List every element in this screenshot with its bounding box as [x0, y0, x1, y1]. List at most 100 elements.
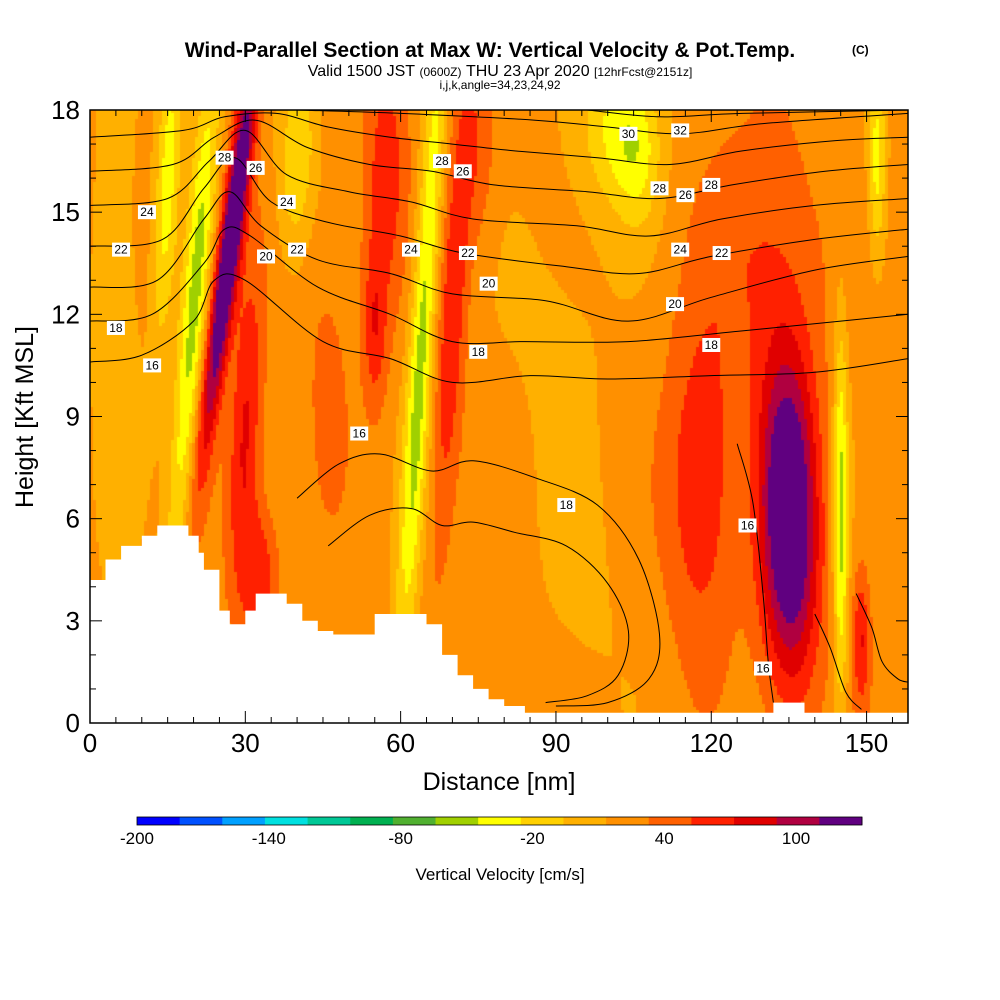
- colorbar-swatch: [179, 817, 223, 825]
- colorbar-tick-label: 40: [655, 829, 674, 848]
- theta-low-label-16-2-1: 16: [754, 661, 773, 676]
- contour-label-text: 30: [622, 127, 636, 141]
- theta-label-26-5-0: 26: [246, 160, 265, 175]
- contour-label-bg: [479, 276, 498, 291]
- y-tick-label: 15: [51, 197, 80, 227]
- colorbar-swatch: [307, 817, 351, 825]
- theta-label-28-6-2: 28: [650, 181, 669, 196]
- chart-title: Wind-Parallel Section at Max W: Vertical…: [185, 39, 796, 62]
- theta-label-22-3-1: 22: [288, 242, 307, 257]
- colorbar-swatch: [563, 817, 607, 825]
- contour-label-text: 24: [404, 243, 418, 257]
- chart-params: i,j,k,angle=34,23,24,92: [439, 78, 560, 92]
- theta-low-label-16-0-0: 16: [350, 426, 369, 441]
- colorbar-swatch: [435, 817, 479, 825]
- colorbar-tick-label: -200: [120, 829, 154, 848]
- x-axis-label: Distance [nm]: [423, 768, 576, 796]
- x-tick-label: 90: [541, 728, 570, 758]
- colorbar-swatch: [392, 817, 437, 825]
- contour-label-bg: [143, 358, 162, 373]
- contour-label-bg: [676, 188, 695, 203]
- contour-label-text: 22: [114, 243, 128, 257]
- subtitle-utc: (0600Z): [419, 65, 461, 79]
- y-axis: 0 3 6 9 12 15 18: [51, 95, 908, 738]
- colorbar-swatch: [776, 817, 820, 825]
- theta-label-24-4-2: 24: [401, 242, 420, 257]
- plot-area: 16 18 18 18 20 20 20 22 22 22 22 24 24 24 24 26 26 26 28 28…: [90, 110, 908, 723]
- y-tick-label: 18: [51, 95, 80, 125]
- contour-label-text: 16: [756, 662, 770, 676]
- theta-label-18-1-1: 18: [469, 344, 488, 359]
- theta-label-18-1-2: 18: [702, 337, 721, 352]
- theta-low-contour-14-4: [855, 593, 908, 683]
- contour-label-bg: [671, 242, 690, 257]
- contour-label-bg: [112, 242, 131, 257]
- contour-label-text: 22: [715, 246, 729, 260]
- contour-label-bg: [671, 123, 690, 138]
- contour-label-text: 32: [674, 123, 688, 137]
- contour-label-bg: [433, 154, 452, 169]
- contour-label-text: 16: [353, 427, 367, 441]
- contour-label-bg: [246, 160, 265, 175]
- contour-label-text: 20: [259, 249, 273, 263]
- contour-label-text: 28: [653, 181, 667, 195]
- theta-contour-24-4: [90, 129, 908, 237]
- colorbar-tick-label: -140: [252, 829, 286, 848]
- colorbar-swatch: [819, 817, 863, 825]
- y-tick-label: 6: [66, 504, 80, 534]
- theta-label-20-2-0: 20: [257, 249, 276, 264]
- contour-label-bg: [288, 242, 307, 257]
- contour-label-text: 28: [435, 154, 449, 168]
- colorbar-tick-label: -20: [520, 829, 545, 848]
- y-tick-label: 0: [66, 708, 80, 738]
- theta-contour-16-0: [90, 273, 908, 384]
- contour-label-bg: [106, 320, 125, 335]
- theta-label-26-5-2: 26: [676, 188, 695, 203]
- colorbar-swatch: [520, 817, 564, 825]
- theta-label-22-3-0: 22: [112, 242, 131, 257]
- contour-label-bg: [738, 518, 757, 533]
- colorbar-label: Vertical Velocity [cm/s]: [415, 865, 584, 884]
- x-tick-label: 30: [231, 728, 260, 758]
- contour-labels: 16 18 18 18 20 20 20 22 22 22 22 24 24 24 24 26 26 26 28 28…: [106, 123, 773, 676]
- theta-contour-26-5: [90, 119, 908, 200]
- chart-title-mark: (C): [852, 43, 869, 57]
- contour-label-bg: [215, 150, 234, 165]
- contour-label-text: 16: [145, 358, 159, 372]
- x-axis: 0 30 60 90 120 150: [83, 110, 893, 758]
- y-tick-label: 9: [66, 402, 80, 432]
- contour-label-text: 18: [705, 338, 719, 352]
- contour-label-bg: [557, 498, 576, 513]
- terrain: [90, 525, 908, 723]
- contour-label-bg: [619, 126, 638, 141]
- theta-low-contour-18-1: [327, 507, 630, 704]
- y-tick-label: 3: [66, 606, 80, 636]
- colorbar-swatch: [137, 817, 181, 825]
- theta-label-26-5-1: 26: [453, 164, 472, 179]
- colorbar-swatch: [648, 817, 692, 825]
- colorbar: -200 -140 -80 -20 40 100: [120, 816, 863, 848]
- contour-label-bg: [257, 249, 276, 264]
- colorbar-frame: [136, 816, 863, 826]
- contour-label-bg: [458, 246, 477, 261]
- theta-label-22-3-2: 22: [458, 246, 477, 261]
- theta-label-28-6-0: 28: [215, 150, 234, 165]
- colorbar-swatch: [350, 817, 394, 825]
- contour-label-bg: [137, 205, 156, 220]
- contour-label-text: 24: [280, 195, 294, 209]
- theta-label-24-4-1: 24: [277, 194, 296, 209]
- x-tick-label: 120: [690, 728, 733, 758]
- theta-low-contour-14-3: [814, 613, 862, 710]
- x-tick-label: 60: [386, 728, 415, 758]
- y-tick-label: 12: [51, 299, 80, 329]
- contour-label-text: 22: [461, 246, 475, 260]
- subtitle-valid: Valid 1500 JST: [308, 63, 416, 80]
- colorbar-swatch: [222, 817, 266, 825]
- contour-label-bg: [666, 297, 685, 312]
- theta-label-28-6-3: 28: [702, 177, 721, 192]
- contour-label-text: 24: [140, 205, 154, 219]
- contour-label-text: 18: [560, 498, 574, 512]
- contour-label-bg: [350, 426, 369, 441]
- contour-label-text: 26: [679, 188, 693, 202]
